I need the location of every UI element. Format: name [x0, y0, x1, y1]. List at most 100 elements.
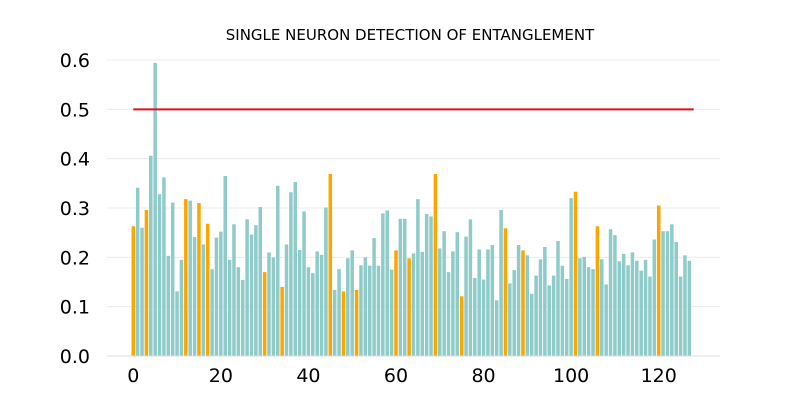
bar — [350, 250, 354, 356]
bar — [420, 251, 425, 356]
bar-highlighted — [656, 205, 661, 356]
bar — [569, 198, 573, 356]
bar-highlighted — [280, 286, 284, 356]
x-tick-label: 20 — [209, 365, 233, 387]
bar — [363, 257, 368, 356]
bar — [315, 251, 319, 356]
bar-highlighted — [595, 226, 600, 356]
bar — [337, 269, 341, 356]
bar-highlighted — [131, 226, 136, 356]
bar — [192, 237, 197, 356]
x-tick-label: 0 — [127, 365, 139, 387]
bar-highlighted — [184, 199, 188, 356]
y-tick-label: 0.0 — [60, 346, 90, 368]
bar — [170, 202, 175, 356]
bar — [499, 209, 503, 356]
bar-highlighted — [503, 228, 508, 356]
bar-highlighted — [459, 296, 464, 356]
bar — [293, 181, 298, 356]
bar — [665, 231, 670, 356]
bar — [551, 275, 556, 356]
bar-highlighted — [394, 250, 398, 356]
bar — [214, 237, 219, 356]
bar — [389, 269, 394, 356]
bar — [346, 258, 350, 356]
axes: 0.0 0.1 0.2 0.3 0.4 0.5 0.6 0 20 40 60 80 100 120 — [60, 50, 720, 387]
bar — [140, 227, 144, 356]
bar — [639, 270, 643, 356]
bar — [210, 269, 214, 356]
bar — [643, 259, 648, 356]
bar — [543, 246, 547, 356]
bar — [227, 259, 232, 356]
bar — [683, 255, 687, 356]
bar — [648, 276, 652, 356]
bar — [564, 279, 569, 356]
bar — [582, 256, 587, 356]
x-tick-label: 120 — [641, 365, 677, 387]
bar — [306, 267, 311, 356]
bar-highlighted — [354, 289, 359, 356]
bar — [302, 211, 306, 356]
bar — [608, 229, 613, 356]
bar — [359, 265, 363, 356]
y-tick-label: 0.2 — [60, 247, 90, 269]
bar — [494, 300, 499, 356]
bar — [153, 62, 157, 357]
bar — [661, 231, 665, 356]
bar — [149, 155, 153, 356]
bar — [529, 293, 534, 356]
bars — [131, 62, 692, 357]
bar — [481, 279, 486, 356]
x-tick-label: 40 — [296, 365, 320, 387]
bar — [332, 289, 337, 356]
y-tick-label: 0.4 — [60, 149, 90, 171]
bar — [446, 272, 451, 356]
bar — [276, 185, 280, 356]
bar — [258, 207, 263, 356]
y-tick-label: 0.1 — [60, 297, 90, 319]
bar-highlighted — [144, 209, 149, 356]
bar — [411, 253, 416, 356]
bar — [267, 252, 271, 356]
bar — [674, 242, 678, 356]
bar — [254, 225, 258, 356]
bar — [455, 232, 460, 356]
bar — [560, 265, 565, 356]
bar — [473, 278, 477, 356]
bar — [319, 254, 324, 356]
bar — [586, 267, 591, 356]
bar — [236, 267, 241, 356]
x-tick-label: 80 — [471, 365, 495, 387]
y-tick-label: 0.3 — [60, 198, 90, 220]
bar — [271, 257, 276, 356]
bar-highlighted — [407, 258, 411, 356]
bar — [670, 224, 674, 356]
bar-highlighted — [205, 223, 210, 356]
bar — [525, 255, 530, 356]
bar — [687, 260, 692, 356]
bar — [223, 175, 227, 356]
bar-highlighted — [341, 291, 346, 356]
bar-highlighted — [573, 191, 578, 356]
bar — [245, 219, 249, 356]
bar — [367, 265, 372, 356]
bar — [621, 253, 626, 356]
y-tick-label: 0.6 — [60, 50, 90, 72]
bar — [534, 275, 538, 356]
bar — [402, 218, 407, 356]
bar — [381, 213, 385, 356]
bar-highlighted — [521, 250, 525, 356]
bar — [490, 245, 495, 356]
bar — [464, 236, 468, 356]
bar — [188, 200, 192, 356]
bar — [617, 261, 622, 356]
bar — [508, 283, 512, 356]
bar — [385, 210, 389, 356]
bar — [652, 239, 657, 356]
chart-title: SINGLE NEURON DETECTION OF ENTANGLEMENT — [226, 26, 595, 44]
bar — [166, 255, 171, 356]
bar — [219, 231, 223, 356]
bar — [157, 194, 162, 356]
bar — [398, 218, 403, 356]
